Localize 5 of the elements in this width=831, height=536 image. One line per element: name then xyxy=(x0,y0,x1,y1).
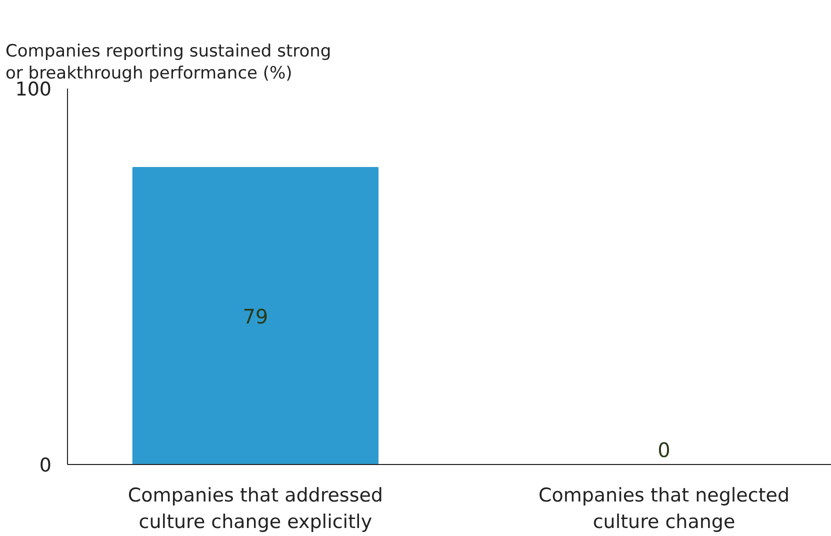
y-tick-label: 100 xyxy=(15,78,52,100)
data-label: 0 xyxy=(658,438,670,462)
x-tick-label: Companies that neglected culture change xyxy=(538,484,790,533)
x-tick-label: Companies that addressed culture change explicitly xyxy=(128,484,383,533)
data-label: 79 xyxy=(242,304,268,328)
